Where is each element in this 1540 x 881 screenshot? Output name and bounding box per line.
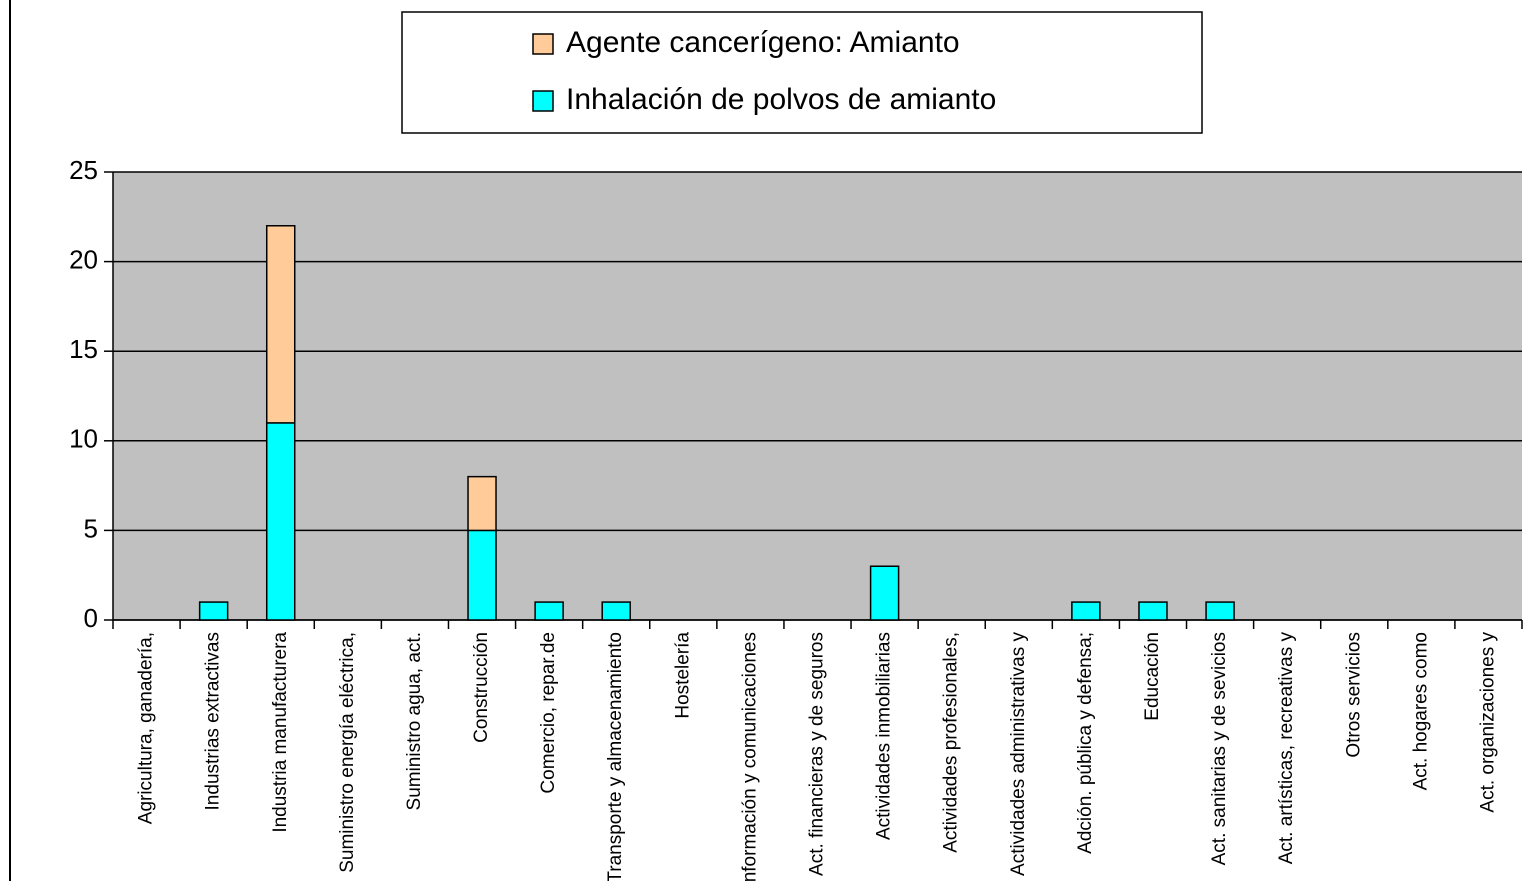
plot-area — [113, 172, 1522, 620]
bar — [534, 601, 564, 621]
x-tick-label: Act. financieras y de seguros — [807, 632, 828, 876]
x-tick-label: Actividades administrativas y — [1008, 632, 1029, 876]
x-tick-label: Comercio, repar.de — [538, 632, 559, 794]
bar — [869, 565, 900, 621]
legend-label: Agente cancerígeno: Amianto — [566, 26, 960, 59]
bar — [601, 601, 631, 621]
bar — [265, 422, 296, 621]
x-tick-label: Agricultura, ganadería, — [136, 632, 157, 824]
bar — [1138, 601, 1168, 621]
y-tick-label: 0 — [84, 603, 98, 633]
y-tick-label: 5 — [84, 513, 98, 543]
x-tick-label: Suministro agua, act. — [404, 632, 425, 810]
x-tick-label: Construcción — [471, 632, 492, 743]
x-tick-label: Industria manufacturera — [270, 632, 291, 833]
bar — [198, 601, 229, 621]
x-tick-label: Act. hogares como — [1410, 632, 1431, 790]
x-tick-label: Información y comunicaciones — [739, 632, 760, 881]
bar — [467, 475, 497, 532]
y-tick-label: 10 — [69, 424, 98, 454]
legend-label: Inhalación de polvos de amianto — [566, 83, 996, 116]
x-tick-label: Act. sanitarias y de sevicios — [1209, 632, 1230, 865]
x-tick-label: Suministro energía eléctrica, — [337, 632, 358, 873]
x-tick-label: Otros servicios — [1343, 632, 1364, 758]
legend-box — [401, 11, 1203, 134]
bar — [265, 225, 296, 424]
x-tick-label: Actividades inmobiliarias — [874, 632, 895, 840]
bar — [467, 529, 497, 621]
x-tick-label: Industrias extractivas — [203, 632, 224, 810]
y-tick-label: 15 — [69, 334, 98, 364]
legend-swatch — [532, 33, 554, 55]
x-tick-label: Actividades profesionales, — [941, 632, 962, 853]
x-tick-label: Act. artísticas, recreativas y — [1276, 632, 1297, 865]
x-tick-label: Act. organizaciones y — [1477, 632, 1498, 813]
x-tick-label: Transporte y almacenamiento — [605, 632, 626, 881]
y-tick-label: 25 — [69, 155, 98, 185]
bar — [1205, 601, 1235, 621]
legend-swatch — [532, 90, 554, 112]
x-tick-label: Hostelería — [672, 632, 693, 719]
x-tick-label: Adción. pública y defensa; — [1075, 632, 1096, 854]
x-tick-label: Educación — [1142, 632, 1163, 721]
bar — [1071, 601, 1101, 621]
y-tick-label: 20 — [69, 244, 98, 274]
